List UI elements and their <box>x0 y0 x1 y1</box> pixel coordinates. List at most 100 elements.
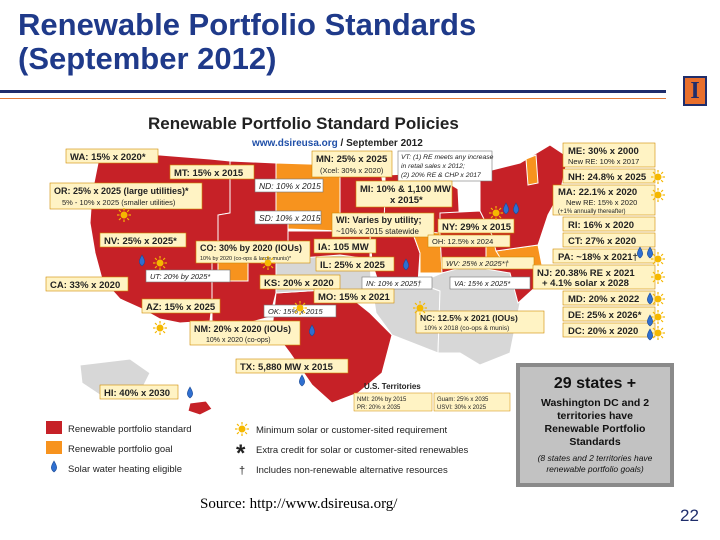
sun-icon <box>650 169 666 185</box>
label-va: VA: 15% x 2025* <box>454 279 511 288</box>
label-ks: KS: 20% x 2020 <box>264 278 334 289</box>
summary-line-7: renewable portfolio goals) <box>546 464 644 474</box>
map-subtitle-date: / September 2012 <box>338 138 423 149</box>
legend-solar-water: Solar water heating eligible <box>68 464 182 475</box>
slide-title-line-1: Renewable Portfolio Standards <box>18 7 477 42</box>
label-md: MD: 20% x 2022 <box>568 294 639 305</box>
label-mi-1: MI: 10% & 1,100 MW <box>360 184 451 195</box>
label-tx: TX: 5,880 MW x 2015 <box>240 362 334 373</box>
label-nd: ND: 10% x 2015 <box>259 181 321 191</box>
region-vermont <box>525 154 539 186</box>
label-nm-1: NM: 20% x 2020 (IOUs) <box>194 324 291 334</box>
summary-line-4: Renewable Portfolio <box>545 423 646 435</box>
legend-non-renewable: Includes non-renewable alternative resou… <box>256 465 448 476</box>
label-nj-2: + 4.1% solar x 2028 <box>542 278 629 289</box>
sun-icon <box>234 421 250 437</box>
water-drop-icon <box>51 460 57 473</box>
label-nmi: NMI: 20% by 2015 <box>357 397 407 403</box>
label-sd: SD: 10% x 2015 <box>259 213 321 223</box>
water-drop-icon <box>299 374 305 387</box>
legend-credit: Extra credit for solar or customer-sited… <box>256 445 468 456</box>
label-pr: PR: 20% x 2035 <box>357 405 401 411</box>
label-az: AZ: 15% x 2025 <box>146 302 216 313</box>
label-ct: CT: 27% x 2020 <box>568 236 636 247</box>
legend-swatch-goal <box>46 441 62 454</box>
sun-icon <box>650 325 666 341</box>
water-drop-icon <box>637 246 643 259</box>
page-number: 22 <box>680 506 699 525</box>
label-ri: RI: 16% x 2020 <box>568 220 634 231</box>
water-drop-icon <box>187 386 193 399</box>
label-ut: UT: 20% by 2025* <box>150 272 211 281</box>
legend-standard: Renewable portfolio standard <box>68 424 192 435</box>
rps-map-panel: Renewable Portfolio Standard Policies ww… <box>40 103 676 491</box>
label-il: IL: 25% x 2025 <box>320 260 386 271</box>
label-ma-2: New RE: 15% x 2020 <box>566 198 637 207</box>
summary-line-5: Standards <box>569 436 621 448</box>
legend-asterisk-symbol: * <box>236 440 246 467</box>
label-mt: MT: 15% x 2015 <box>174 168 244 179</box>
slide-title: Renewable Portfolio Standards (September… <box>18 8 578 76</box>
sun-icon <box>152 255 168 271</box>
slide-title-line-2: (September 2012) <box>18 41 277 76</box>
label-dc: DC: 20% x 2020 <box>568 326 638 337</box>
label-mn-1: MN: 25% x 2025 <box>316 154 388 165</box>
label-vt-2: in retail sales x 2012; <box>401 163 465 170</box>
sun-icon <box>116 207 132 223</box>
label-mo: MO: 15% x 2021 <box>318 292 391 303</box>
summary-box: 29 states + Washington DC and 2 territor… <box>516 363 674 487</box>
water-drop-icon <box>647 246 653 259</box>
label-me-1: ME: 30% x 2000 <box>568 146 639 157</box>
label-nv: NV: 25% x 2025* <box>104 236 177 247</box>
rps-map: Renewable Portfolio Standard Policies ww… <box>45 114 674 487</box>
label-mn-2: (Xcel: 30% x 2020) <box>320 166 384 175</box>
label-ia: IA: 105 MW <box>318 242 369 253</box>
legend-goal: Renewable portfolio goal <box>68 444 173 455</box>
label-or-1: OR: 25% x 2025 (large utilities)* <box>54 186 189 196</box>
label-nc-1: NC: 12.5% x 2021 (IOUs) <box>420 313 518 323</box>
label-ny: NY: 29% x 2015 <box>442 222 512 233</box>
label-me-2: New RE: 10% x 2017 <box>568 157 639 166</box>
summary-line-1: 29 states + <box>554 375 636 392</box>
label-in: IN: 10% x 2025† <box>366 279 422 288</box>
label-vt-3: (2) 20% RE & CHP x 2017 <box>401 172 481 179</box>
sun-icon <box>650 187 666 203</box>
label-vt-1: VT: (1) RE meets any increase <box>401 154 494 161</box>
summary-line-2: Washington DC and 2 <box>541 397 649 409</box>
label-wa: WA: 15% x 2020* <box>70 152 146 163</box>
label-de: DE: 25% x 2026* <box>568 310 642 321</box>
sun-icon <box>412 300 428 316</box>
summary-line-6: (8 states and 2 territories have <box>538 453 653 463</box>
map-title: Renewable Portfolio Standard Policies <box>148 114 459 133</box>
label-ca: CA: 33% x 2020 <box>50 280 120 291</box>
label-nm-2: 10% x 2020 (co-ops) <box>206 337 271 344</box>
label-hi: HI: 40% x 2030 <box>104 388 170 399</box>
label-nj-1: NJ: 20.38% RE x 2021 <box>537 268 635 279</box>
source-citation: Source: http://www.dsireusa.org/ <box>200 496 398 512</box>
label-nh: NH: 24.8% x 2025 <box>568 172 647 183</box>
title-divider-accent <box>0 98 666 99</box>
label-nc-2: 10% x 2018 (co-ops & munis) <box>424 325 509 332</box>
label-mi-2: x 2015* <box>390 195 423 206</box>
label-usvi: USVI: 30% x 2025 <box>437 405 487 411</box>
sun-icon <box>650 269 666 285</box>
title-divider <box>0 90 666 93</box>
sun-icon <box>152 320 168 336</box>
map-subtitle: www.dsireusa.org / September 2012 <box>251 138 423 149</box>
sun-icon <box>650 251 666 267</box>
legend-min-solar: Minimum solar or customer-sited requirem… <box>256 425 447 436</box>
sun-icon <box>292 300 308 316</box>
sun-icon <box>650 291 666 307</box>
map-subtitle-site: www.dsireusa.org <box>251 138 338 149</box>
university-logo: I <box>683 76 707 106</box>
label-oh: OH: 12.5% x 2024 <box>432 237 493 246</box>
label-ma-3: (+1% annually thereafter) <box>558 209 626 215</box>
logo-letter: I <box>690 78 700 104</box>
label-co-1: CO: 30% by 2020 (IOUs) <box>200 243 302 253</box>
label-pa: PA: ~18% x 2021† <box>558 252 638 263</box>
label-guam: Guam: 25% x 2035 <box>437 397 489 403</box>
summary-line-3: territories have <box>557 410 633 422</box>
sun-icon <box>650 309 666 325</box>
legend-dagger-symbol: † <box>239 465 245 477</box>
label-wi-1: WI: Varies by utility; <box>336 215 422 225</box>
